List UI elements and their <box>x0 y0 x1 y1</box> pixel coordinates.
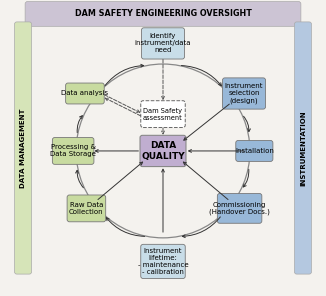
FancyBboxPatch shape <box>141 28 185 59</box>
Text: Installation: Installation <box>235 148 274 154</box>
FancyBboxPatch shape <box>15 22 32 274</box>
FancyBboxPatch shape <box>217 194 262 223</box>
FancyBboxPatch shape <box>236 141 273 161</box>
Text: Identify
instrument/data
need: Identify instrument/data need <box>135 33 191 53</box>
FancyBboxPatch shape <box>25 1 301 26</box>
Text: Processing &
Data Storage: Processing & Data Storage <box>50 144 96 157</box>
FancyBboxPatch shape <box>141 101 185 128</box>
FancyBboxPatch shape <box>140 135 186 167</box>
Text: Dam Safety
assessment: Dam Safety assessment <box>143 108 183 120</box>
FancyBboxPatch shape <box>223 78 265 109</box>
FancyBboxPatch shape <box>294 22 311 274</box>
Text: Data analysis: Data analysis <box>61 91 109 96</box>
Text: DATA
QUALITY: DATA QUALITY <box>141 141 185 161</box>
Text: Instrument
lifetime:
- maintenance
- calibration: Instrument lifetime: - maintenance - cal… <box>138 248 188 275</box>
FancyBboxPatch shape <box>67 195 106 222</box>
Text: Commissioning
(Handover Docs.): Commissioning (Handover Docs.) <box>209 202 270 215</box>
Text: DATA MANAGEMENT: DATA MANAGEMENT <box>20 108 26 188</box>
Text: DAM SAFETY ENGINEERING OVERSIGHT: DAM SAFETY ENGINEERING OVERSIGHT <box>75 9 251 18</box>
FancyBboxPatch shape <box>141 244 185 279</box>
Text: Instrument
selection
(design): Instrument selection (design) <box>225 83 263 104</box>
Text: Raw Data
Collection: Raw Data Collection <box>69 202 104 215</box>
FancyBboxPatch shape <box>66 83 104 104</box>
FancyBboxPatch shape <box>52 138 94 164</box>
Text: INSTRUMENTATION: INSTRUMENTATION <box>300 110 306 186</box>
